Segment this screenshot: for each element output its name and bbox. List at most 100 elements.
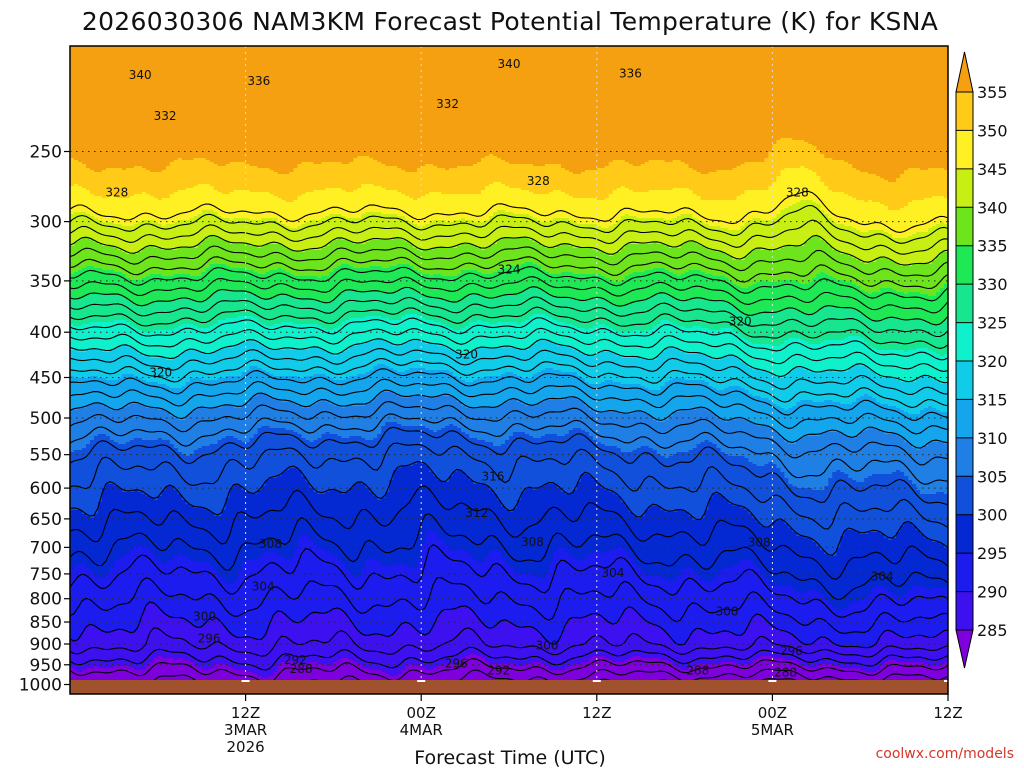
color-band-cell (353, 436, 358, 485)
color-band-cell (776, 214, 781, 251)
color-band-cell (445, 170, 450, 195)
color-band-cell (872, 646, 877, 673)
color-band-cell (748, 252, 754, 287)
color-band-cell (137, 492, 143, 547)
color-band-cell (401, 398, 406, 427)
color-band-cell (788, 338, 793, 373)
color-band-cell (181, 386, 187, 421)
color-band-cell (616, 546, 622, 623)
color-band-cell (329, 188, 334, 215)
color-band-cell (544, 368, 550, 401)
color-band-cell (429, 298, 434, 321)
color-band-cell (832, 222, 837, 251)
color-band-cell (632, 516, 638, 565)
color-band-cell (141, 46, 147, 169)
color-band-cell (676, 326, 682, 351)
color-band-cell (836, 610, 841, 647)
color-band-cell (253, 560, 259, 641)
color-band-cell (429, 370, 434, 399)
color-band-cell (740, 194, 746, 227)
color-band-cell (796, 640, 801, 663)
color-band-cell (241, 564, 247, 639)
color-band-cell (365, 184, 370, 213)
color-band-cell (465, 382, 470, 409)
color-band-cell (361, 318, 366, 345)
color-band-cell (552, 484, 558, 553)
color-band-cell (281, 402, 287, 429)
color-band-cell (760, 280, 766, 315)
color-band-cell (333, 328, 338, 357)
color-band-cell (493, 550, 498, 629)
color-band-cell (445, 610, 450, 665)
color-band-cell (173, 618, 179, 661)
color-band-cell (868, 346, 873, 371)
color-band-cell (317, 402, 323, 439)
color-band-cell (277, 174, 283, 199)
color-band-cell (85, 568, 91, 627)
color-band-cell (301, 300, 307, 325)
color-band-cell (401, 426, 406, 467)
color-band-cell (672, 248, 678, 275)
color-band-cell (664, 190, 670, 221)
color-band-cell (524, 574, 530, 629)
color-band-cell (852, 438, 857, 481)
color-band-cell (265, 168, 271, 193)
color-band-cell (441, 610, 446, 667)
color-band-cell (892, 210, 897, 239)
color-band-cell (485, 248, 490, 275)
color-band-cell (632, 412, 638, 451)
color-band-cell (644, 192, 650, 219)
color-band-cell (920, 264, 925, 295)
x-tick-label: 4MAR (400, 721, 443, 739)
contour-label: 336 (619, 66, 642, 80)
color-band-cell (341, 658, 346, 694)
color-band-cell (173, 490, 179, 557)
color-band-cell (317, 326, 323, 349)
color-band-cell (93, 436, 99, 515)
color-band-cell (652, 218, 658, 243)
color-band-cell (349, 660, 354, 694)
color-band-cell (253, 246, 259, 273)
color-band-cell (548, 296, 554, 319)
color-band-cell (860, 648, 865, 671)
color-band-cell (684, 302, 690, 329)
color-band-cell (916, 264, 921, 293)
color-band-cell (804, 342, 809, 371)
color-band-cell (173, 418, 179, 449)
color-band-cell (828, 218, 833, 247)
color-band-cell (85, 350, 91, 379)
color-band-cell (445, 302, 450, 327)
color-band-cell (676, 300, 682, 327)
color-band-cell (473, 560, 478, 615)
color-band-cell (844, 372, 849, 405)
color-band-cell (636, 518, 642, 569)
color-band-cell (724, 500, 730, 569)
color-band-cell (828, 478, 833, 557)
color-band-cell (461, 658, 466, 694)
color-band-cell (876, 474, 881, 533)
color-band-cell (337, 492, 342, 561)
color-band-cell (297, 324, 303, 351)
color-band-cell (217, 166, 223, 193)
color-band-cell (249, 46, 255, 167)
color-band-cell (369, 46, 374, 159)
color-band-cell (784, 310, 789, 341)
color-band-cell (349, 488, 354, 575)
color-band-cell (932, 168, 937, 197)
color-band-cell (477, 562, 482, 621)
color-band-cell (616, 496, 622, 547)
color-band-cell (417, 560, 422, 635)
color-band-cell (712, 226, 718, 251)
color-band-cell (70, 570, 75, 643)
color-band-cell (401, 344, 406, 373)
color-band-cell (225, 46, 231, 165)
contour-label: 300 (193, 610, 216, 624)
color-band-cell (864, 318, 869, 343)
color-band-cell (469, 166, 474, 195)
color-band-cell (796, 662, 801, 694)
color-band-cell (337, 326, 342, 355)
color-band-cell (201, 446, 207, 509)
contour-line (70, 426, 948, 506)
color-band-cell (824, 600, 829, 639)
color-band-cell (209, 380, 215, 409)
